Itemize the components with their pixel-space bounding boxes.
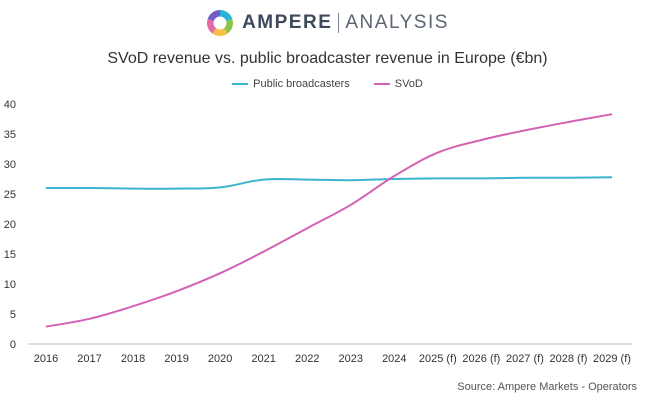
x-tick-label: 2029 (f)	[593, 353, 631, 365]
brand-name: AMPERE	[242, 12, 333, 33]
x-tick-label: 2016	[34, 353, 58, 365]
logo-segment	[212, 28, 228, 36]
x-tick-label: 2024	[382, 353, 406, 365]
y-tick-label: 30	[4, 159, 16, 171]
x-tick-label: 2019	[164, 353, 188, 365]
y-tick-label: 35	[4, 129, 16, 141]
logo-segment	[207, 18, 217, 34]
y-tick-label: 10	[4, 279, 16, 291]
y-tick-label: 0	[10, 339, 16, 351]
logo-ring	[207, 10, 234, 36]
x-tick-label: 2025 (f)	[419, 353, 457, 365]
x-tick-label: 2028 (f)	[550, 353, 588, 365]
brand-header: AMPERE ANALYSIS	[0, 8, 655, 38]
legend-label-svod: SVoD	[394, 78, 423, 90]
legend-item-public-broadcasters: Public broadcasters	[232, 78, 350, 90]
series-lines	[45, 113, 613, 328]
x-axis: 2016 2017 2018 2019 2020 2021 2022 2023 2024 2025…	[34, 353, 631, 365]
series-line-public-broadcasters	[45, 176, 613, 190]
chart-legend: Public broadcasters SVoD	[0, 78, 655, 90]
logo-segment	[220, 10, 233, 21]
y-tick-label: 5	[10, 309, 16, 321]
x-tick-label: 2023	[339, 353, 363, 365]
source-note: Source: Ampere Markets - Operators	[457, 381, 637, 393]
brand-sub: ANALYSIS	[345, 12, 449, 33]
y-tick-label: 25	[4, 189, 16, 201]
legend-label-public-broadcasters: Public broadcasters	[253, 78, 350, 90]
x-tick-label: 2017	[77, 353, 101, 365]
x-tick-label: 2020	[208, 353, 232, 365]
logo-segment	[223, 18, 234, 34]
chart-title: SVoD revenue vs. public broadcaster reve…	[107, 50, 548, 67]
legend-swatch-svod	[373, 83, 390, 85]
legend-swatch-public-broadcasters	[232, 83, 249, 85]
x-tick-label: 2022	[295, 353, 319, 365]
logo-segment	[207, 10, 221, 21]
y-axis: 0 5 10 15 20 25 30 35 40	[4, 99, 16, 351]
y-tick-label: 15	[4, 249, 16, 261]
x-tick-label: 2026 (f)	[462, 353, 500, 365]
series-line-svod	[45, 113, 613, 328]
x-tick-label: 2027 (f)	[506, 353, 544, 365]
ampere-logo-icon	[207, 10, 234, 36]
x-tick-label: 2021	[251, 353, 275, 365]
legend-item-svod: SVoD	[373, 78, 423, 90]
brand-wordmark: AMPERE ANALYSIS	[242, 12, 449, 34]
x-tick-label: 2018	[121, 353, 145, 365]
brand-divider	[338, 13, 340, 33]
y-tick-label: 40	[4, 99, 16, 111]
y-tick-label: 20	[4, 219, 16, 231]
